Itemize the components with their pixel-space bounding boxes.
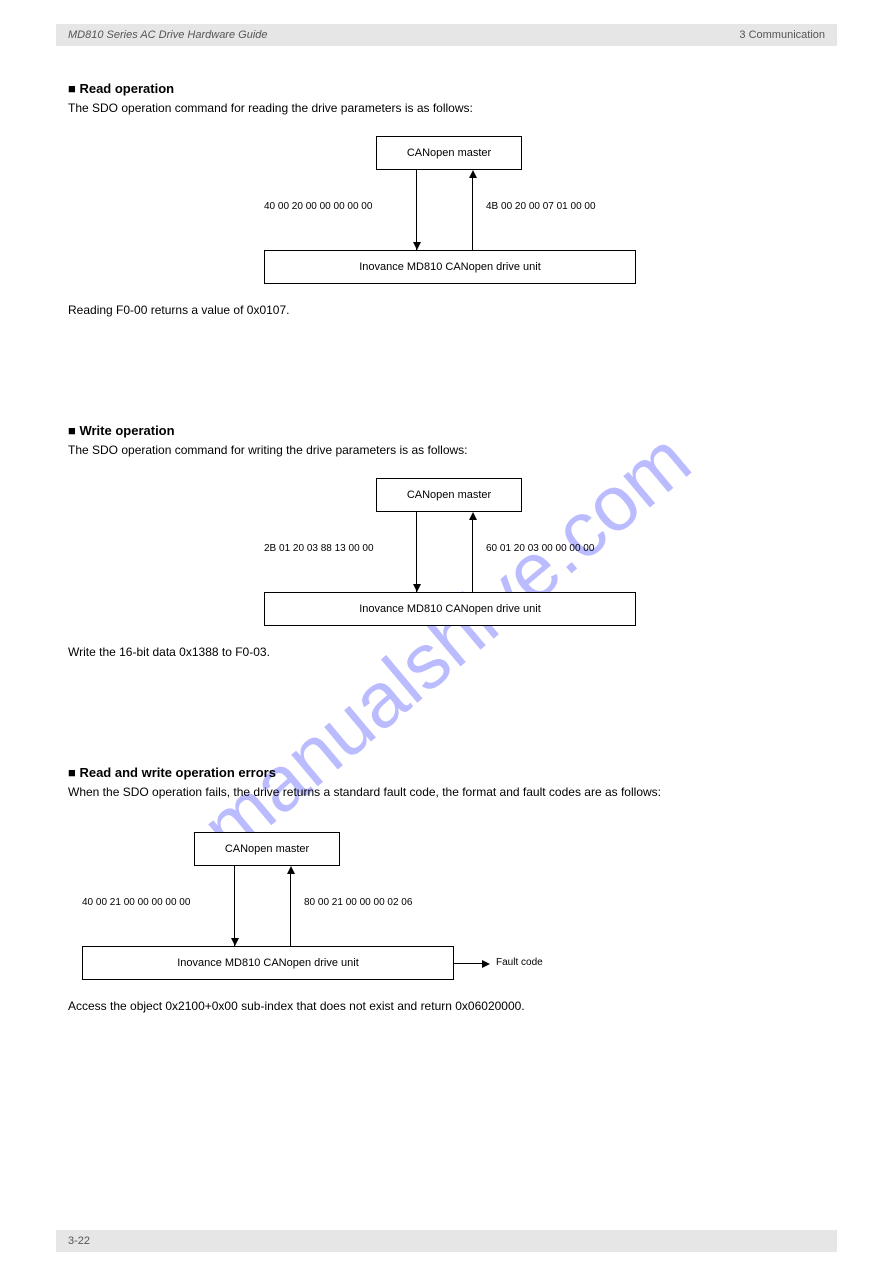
write-arrow-right-label: 60 01 20 03 00 00 00 00 [486, 542, 594, 556]
page-footer: 3-22 [56, 1230, 837, 1252]
error-arrow-up-line [290, 874, 291, 946]
footer-left: 3-22 [68, 1235, 90, 1247]
read-operation-heading: ■ Read operation [68, 80, 174, 98]
error-fault-arrow-head [482, 960, 490, 968]
error-operation-intro: When the SDO operation fails, the drive … [68, 784, 837, 800]
write-operation-heading: ■ Write operation [68, 422, 175, 440]
write-operation-intro: The SDO operation command for writing th… [68, 442, 468, 458]
read-master-box: CANopen master [376, 136, 522, 170]
read-arrow-down-line [416, 170, 417, 250]
error-arrow-down-head [231, 938, 239, 946]
read-drive-box: Inovance MD810 CANopen drive unit [264, 250, 636, 284]
read-arrow-up-line [472, 178, 473, 250]
write-tail: Write the 16-bit data 0x1388 to F0-03. [68, 644, 270, 660]
read-arrow-left-label: 40 00 20 00 00 00 00 00 [264, 200, 372, 214]
read-arrow-down-head [413, 242, 421, 250]
write-arrow-down-head [413, 584, 421, 592]
error-master-box: CANopen master [194, 832, 340, 866]
error-arrow-up-head [287, 866, 295, 874]
write-arrow-left-label: 2B 01 20 03 88 13 00 00 [264, 542, 374, 556]
write-drive-box: Inovance MD810 CANopen drive unit [264, 592, 636, 626]
read-arrow-right-label: 4B 00 20 00 07 01 00 00 [486, 200, 596, 214]
error-arrow-down-line [234, 866, 235, 946]
header-left: MD810 Series AC Drive Hardware Guide [68, 29, 268, 41]
read-arrow-up-head [469, 170, 477, 178]
page-header: MD810 Series AC Drive Hardware Guide 3 C… [56, 24, 837, 46]
error-tail: Access the object 0x2100+0x00 sub-index … [68, 998, 525, 1014]
error-fault-line [454, 963, 484, 964]
read-operation-intro: The SDO operation command for reading th… [68, 100, 473, 116]
error-fault-label: Fault code [496, 956, 543, 970]
header-right: 3 Communication [739, 29, 825, 41]
error-arrow-left-label: 40 00 21 00 00 00 00 00 [82, 896, 190, 910]
error-drive-box: Inovance MD810 CANopen drive unit [82, 946, 454, 980]
write-arrow-down-line [416, 512, 417, 592]
error-arrow-right-label: 80 00 21 00 00 00 02 06 [304, 896, 412, 910]
write-arrow-up-head [469, 512, 477, 520]
write-master-box: CANopen master [376, 478, 522, 512]
error-operation-heading: ■ Read and write operation errors [68, 764, 276, 782]
read-tail: Reading F0-00 returns a value of 0x0107. [68, 302, 289, 318]
write-arrow-up-line [472, 520, 473, 592]
